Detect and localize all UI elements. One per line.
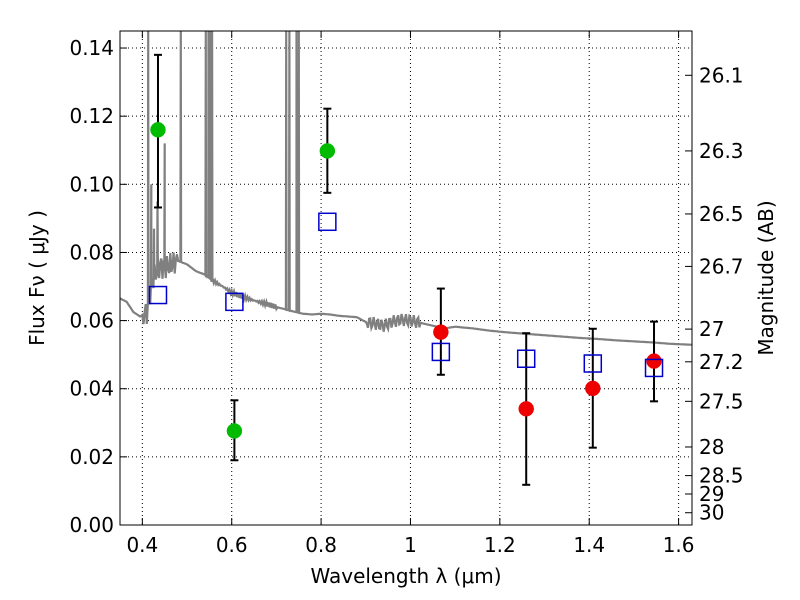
x-axis-label: Wavelength λ (μm) [310, 564, 501, 588]
sed-model-spectrum [120, 31, 692, 346]
model-photometry-square [516, 349, 536, 368]
y-axis-label: Flux Fν ( μJy ) [25, 210, 49, 346]
nir-data-point [646, 353, 662, 369]
model-photometry-square [431, 342, 451, 362]
y2-tick-label: 26.1 [699, 63, 744, 87]
optical-data-point [150, 122, 166, 138]
model-photometry-square [225, 292, 244, 312]
y-tick-label: 0.14 [69, 36, 114, 60]
y2-tick-label: 30 [699, 501, 724, 525]
y2-axis-label: Magnitude (AB) [754, 200, 778, 355]
optical-data-point [319, 143, 336, 159]
y-tick-label: 0.12 [69, 104, 114, 128]
nir-data-point [433, 324, 449, 340]
y2-tick-label: 27 [699, 317, 724, 341]
y2-tick-label: 26.3 [699, 139, 744, 163]
nir-data-point [518, 401, 534, 417]
x-tick-label: 0.8 [305, 533, 337, 557]
axis-ticks: 0.4 0.6 0.8 1 1.2 1.4 1.6 0.00 0.02 0.04 0.06 0.08 0… [69, 31, 744, 557]
model-photometry-square [644, 358, 664, 378]
plot-frame [119, 30, 693, 526]
y2-tick-label: 27.2 [699, 350, 744, 374]
x-tick-label: 1.2 [484, 533, 516, 557]
model-spectrum-line [120, 31, 692, 346]
y2-tick-label: 27.5 [699, 389, 744, 413]
nir-data-point [585, 380, 601, 397]
model-photometry-square [583, 354, 603, 373]
y2-tick-label: 28 [699, 435, 724, 459]
x-tick-label: 0.6 [216, 533, 248, 557]
y-tick-label: 0.02 [69, 445, 114, 469]
y-tick-label: 0.08 [69, 240, 114, 264]
y2-tick-label: 26.5 [699, 202, 744, 226]
y-tick-label: 0.10 [69, 172, 114, 196]
y2-tick-label: 29 [699, 482, 724, 506]
photometry-points [148, 53, 664, 486]
y2-tick-label: 26.7 [699, 254, 744, 278]
y-tick-label: 0.06 [69, 309, 114, 333]
y-tick-label: 0.00 [69, 513, 114, 537]
model-photometry-square [318, 212, 337, 232]
y-tick-label: 0.04 [69, 377, 114, 401]
x-tick-label: 1.6 [663, 533, 695, 557]
model-photometry-square [148, 285, 168, 305]
optical-data-point [226, 423, 243, 439]
x-tick-label: 1 [404, 533, 417, 557]
y2-tick-label: 28.5 [699, 464, 744, 488]
x-tick-label: 0.4 [126, 533, 158, 557]
x-tick-label: 1.4 [573, 533, 605, 557]
